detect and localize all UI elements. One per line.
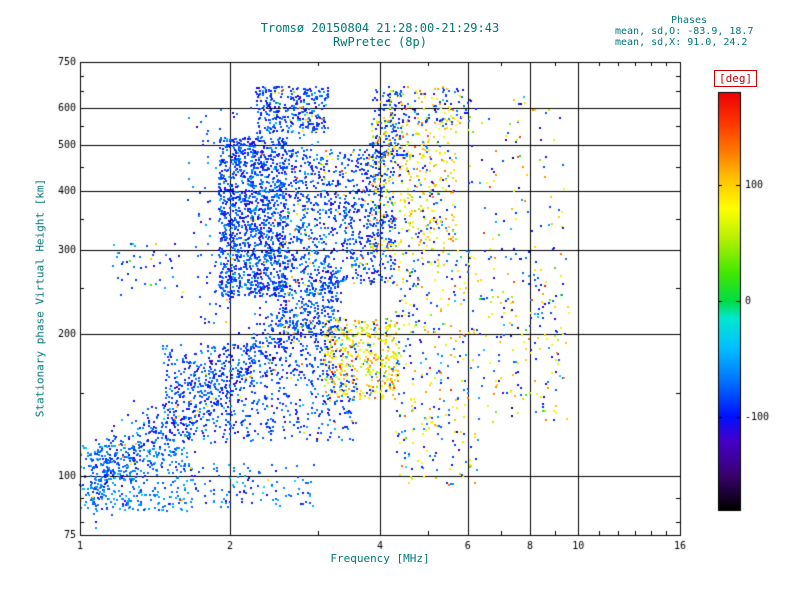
colorbar-label: [deg] (714, 70, 758, 87)
plot-title: Tromsø 20150804 21:28:00-21:29:43 (260, 21, 500, 35)
y-axis-label: Stationary phase Virtual Height [km] (33, 178, 47, 418)
phase-stats-title: Phases (670, 15, 708, 26)
x-axis-label: Frequency [MHz] (330, 552, 430, 565)
plot-subtitle: RwPretec (8p) (333, 35, 427, 49)
phase-stats: Phases mean, sd,O: -83.9, 18.7 mean, sd,… (615, 15, 763, 48)
phase-stats-x-line: mean, sd,X: 91.0, 24.2 (615, 37, 748, 48)
phase-stats-o-line: mean, sd,O: -83.9, 18.7 (615, 26, 754, 37)
